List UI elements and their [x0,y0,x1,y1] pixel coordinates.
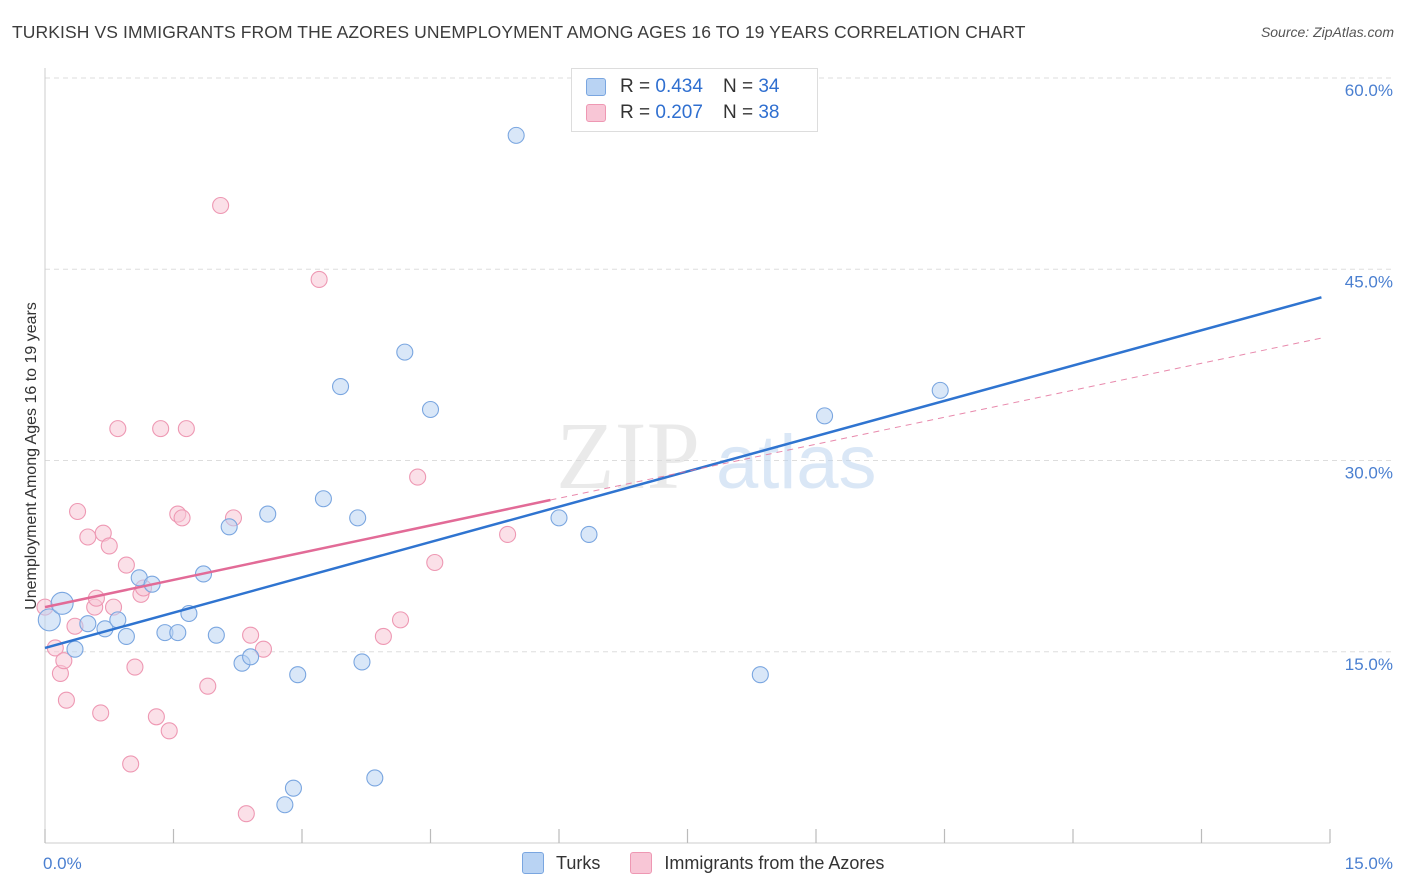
legend-swatch-azores [630,852,653,874]
turks-point [117,627,135,646]
azores-point [374,627,392,646]
azores-point [409,468,427,486]
turks-point [931,381,949,399]
azores-point [199,677,217,695]
legend-swatch-azores [586,104,606,122]
azores-point [109,420,127,438]
turks-point [169,624,187,642]
turks-point [284,779,302,797]
turks-point [207,626,225,644]
azores-point [173,509,191,527]
azores-point [57,691,75,709]
azores-point [177,420,195,438]
turks-point [331,377,350,396]
source-label: Source: ZipAtlas.com [1260,24,1394,40]
legend-r-value-turks: 0.434 [655,76,703,97]
turks-point [366,769,384,787]
turks-point [816,407,834,425]
legend-r-label: R = [620,102,651,123]
azores-point [100,537,118,555]
turks-point [396,343,414,361]
azores-point [212,196,230,215]
y-tick-label: 30.0% [1345,464,1393,483]
azores-point [426,553,444,572]
azores-point [310,270,328,289]
turks-point [242,648,260,666]
turks-point [751,666,769,684]
azores-point [126,658,144,676]
turks-point [259,505,277,523]
legend-r-label: R = [620,76,651,97]
turks-point [421,400,440,419]
legend-n-value-turks: 34 [758,76,780,97]
azores-point [79,528,97,546]
chart-title: TURKISH VS IMMIGRANTS FROM THE AZORES UN… [12,22,1026,42]
legend-swatch-turks [586,78,606,96]
y-tick-label: 45.0% [1345,272,1393,291]
turks-point [550,509,568,527]
turks-point [37,608,61,632]
y-axis-label: Unemployment Among Ages 16 to 19 years [23,302,40,610]
legend-row-turks: R = 0.434 N = 34 [586,75,779,99]
legend-swatch-turks [522,852,544,874]
turks-point [66,640,84,658]
azores-trendline [44,498,551,609]
azores-point [147,708,165,726]
azores-point [242,626,260,644]
azores-point [237,805,255,823]
azores-point [122,755,140,773]
azores-point [499,525,517,544]
watermark-zip: ZIP [556,402,700,509]
turks-point [349,509,367,527]
azores-point [55,652,73,670]
turks-point [289,666,307,684]
azores-point [117,556,135,574]
turks-point [79,615,97,633]
legend-n-label: N = [722,76,754,97]
x-tick-label: 15.0% [1345,854,1393,873]
azores-point [160,722,178,740]
legend-n-label: N = [722,102,754,123]
y-tick-label: 15.0% [1345,655,1393,674]
azores-point [254,640,273,658]
legend-label-azores: Immigrants from the Azores [664,852,885,873]
series-legend: Turks Immigrants from the Azores [522,852,884,874]
azores-point [391,611,410,629]
azores-point [92,704,110,722]
turks-point [314,490,332,508]
correlation-legend: R = 0.434 N = 34 R = 0.207 N = 38 [571,68,818,132]
azores-point [152,420,170,438]
turks-point [507,126,525,144]
x-tick-label: 0.0% [43,854,82,873]
azores-point [69,502,87,521]
turks-point [580,525,598,544]
legend-label-turks: Turks [556,852,601,873]
turks-point [353,653,371,671]
watermark-atlas: atlas [716,420,877,505]
y-tick-label: 60.0% [1345,81,1393,100]
legend-row-azores: R = 0.207 N = 38 [586,101,779,125]
legend-n-value-azores: 38 [758,102,780,123]
legend-r-value-azores: 0.207 [655,102,703,123]
turks-point [220,518,238,536]
turks-point [276,796,294,814]
